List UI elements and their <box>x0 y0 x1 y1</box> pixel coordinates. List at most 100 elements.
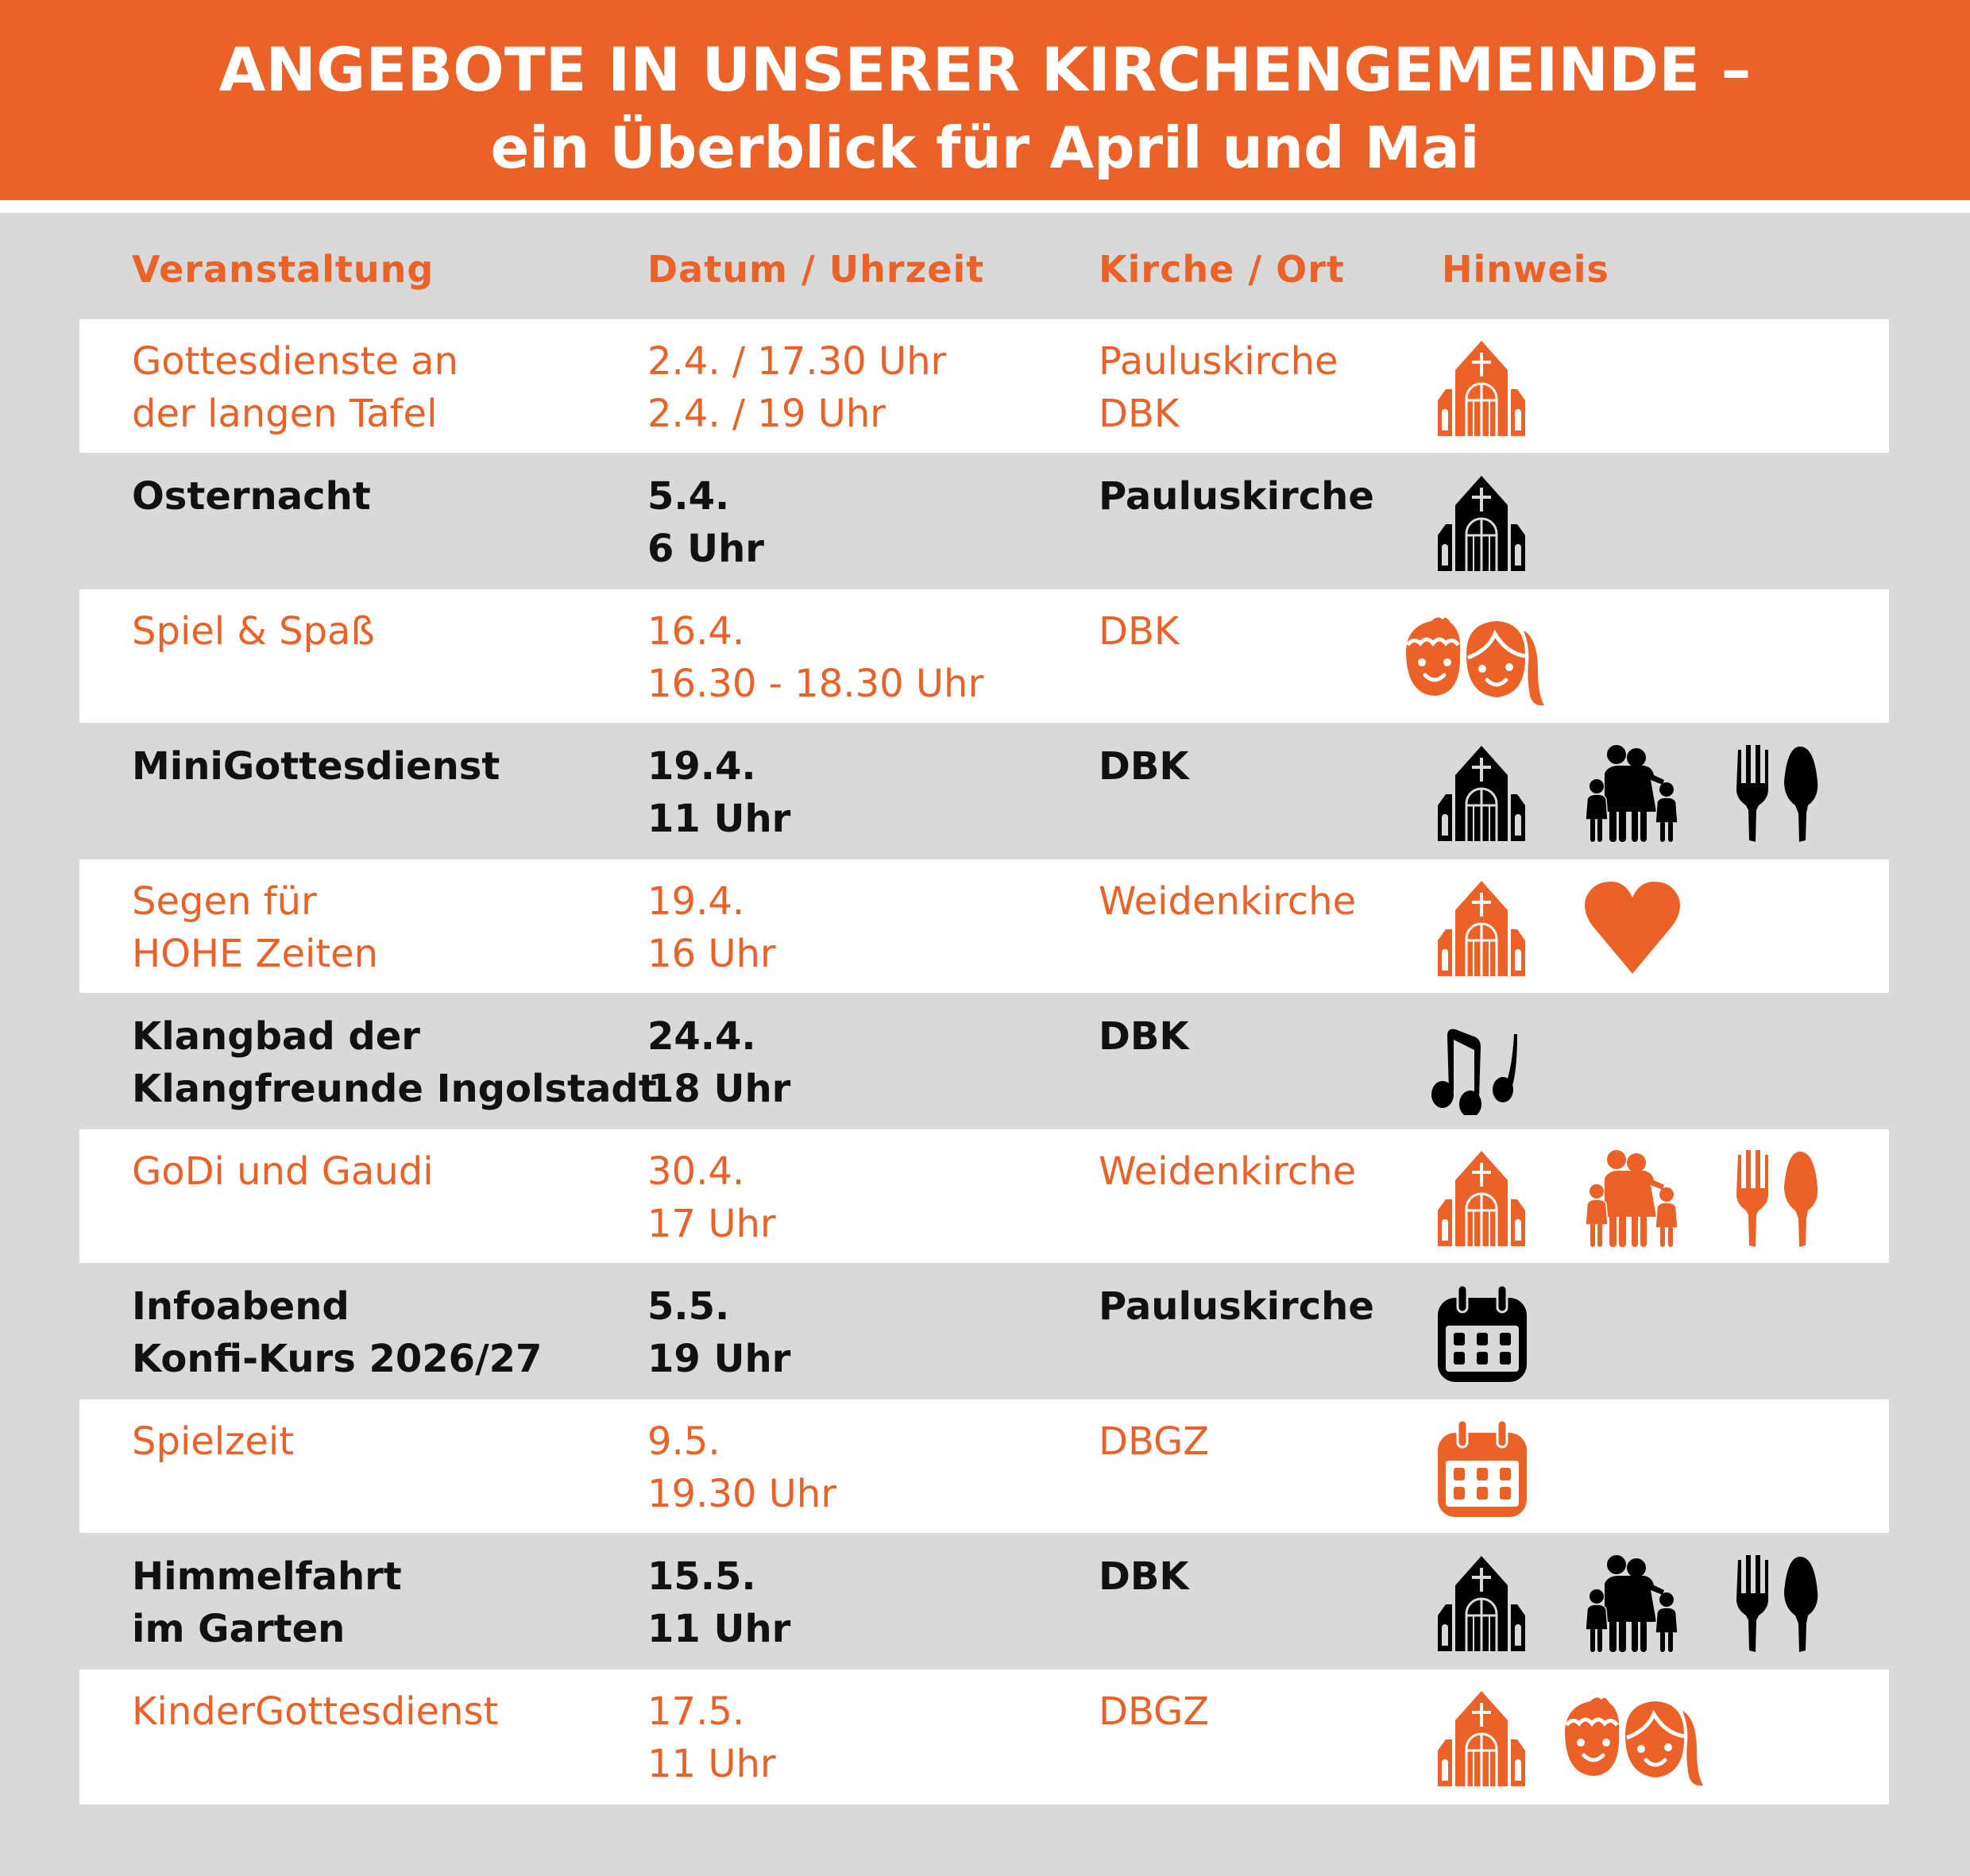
church-icon <box>1430 1687 1533 1790</box>
note-icons <box>1430 1012 1875 1115</box>
table-row: Segen für HOHE Zeiten 19.4. 16 Uhr Weidenkir… <box>79 859 1889 993</box>
fork-spoon-icon <box>1732 1552 1835 1655</box>
event-datetime: 19.4. 11 Uhr <box>647 740 790 845</box>
event-place: Pauluskirche DBK <box>1099 335 1338 440</box>
event-name: Segen für HOHE Zeiten <box>132 875 378 980</box>
event-datetime: 5.4. 6 Uhr <box>647 470 764 575</box>
event-place: DBGZ <box>1099 1415 1209 1468</box>
event-place: Pauluskirche <box>1099 1280 1374 1333</box>
event-datetime: 2.4. / 17.30 Uhr 2.4. / 19 Uhr <box>647 335 946 440</box>
header-divider <box>0 200 1970 213</box>
column-header-event: Veranstaltung <box>132 248 435 291</box>
event-name-line: MiniGottesdienst <box>132 744 500 789</box>
table-row: Osternacht 5.4. 6 Uhr Pauluskirche <box>79 454 1889 588</box>
event-datetime-line: 9.5. <box>647 1419 720 1464</box>
calendar-icon <box>1430 1282 1533 1385</box>
note-icons <box>1430 742 1875 845</box>
event-place-line: Weidenkirche <box>1099 879 1357 924</box>
page-header: ANGEBOTE IN UNSERER KIRCHENGEMEINDE – ei… <box>0 0 1970 200</box>
music-notes-icon <box>1430 1012 1533 1115</box>
note-icons <box>1430 1552 1875 1655</box>
table-row: GoDi und Gaudi 30.4. 17 Uhr Weidenkirche <box>79 1129 1889 1263</box>
event-datetime: 17.5. 11 Uhr <box>647 1685 776 1790</box>
note-icons <box>1430 877 1875 980</box>
event-datetime-line: 18 Uhr <box>647 1067 791 1111</box>
event-name-line: im Garten <box>132 1607 346 1651</box>
fork-spoon-icon <box>1732 1147 1835 1250</box>
event-place: Weidenkirche <box>1099 875 1356 928</box>
page-subtitle: ein Überblick für April und Mai <box>490 114 1480 181</box>
note-icons <box>1430 1417 1875 1520</box>
event-name-line: Spiel & Spaß <box>132 609 375 654</box>
event-datetime-line: 2.4. / 17.30 Uhr <box>647 339 947 384</box>
event-place-line: DBK <box>1099 392 1180 436</box>
event-name-line: HOHE Zeiten <box>132 932 379 976</box>
event-name-line: der langen Tafel <box>132 392 438 436</box>
event-place-line: DBK <box>1099 1014 1189 1059</box>
event-datetime: 19.4. 16 Uhr <box>647 875 776 980</box>
event-datetime-line: 11 Uhr <box>647 1742 776 1786</box>
event-place-line: DBK <box>1099 744 1189 789</box>
event-name-line: Klangbad der <box>132 1014 420 1059</box>
event-place: Weidenkirche <box>1099 1145 1356 1198</box>
event-place-line: DBGZ <box>1099 1689 1210 1734</box>
event-datetime-line: 2.4. / 19 Uhr <box>647 392 886 436</box>
event-name: Himmelfahrt im Garten <box>132 1550 402 1655</box>
table-row: Spiel & Spaß 16.4. 16.30 - 18.30 Uhr DBK <box>79 589 1889 723</box>
table-row: Klangbad der Klangfreunde Ingolstadt 24.4.… <box>79 994 1889 1129</box>
heart-icon <box>1581 877 1684 980</box>
event-datetime-line: 11 Uhr <box>647 797 791 841</box>
event-place: DBGZ <box>1099 1685 1209 1738</box>
event-datetime-line: 5.5. <box>647 1284 730 1329</box>
church-icon <box>1430 337 1533 440</box>
event-datetime-line: 15.5. <box>647 1554 756 1599</box>
children-icon <box>1398 607 1565 710</box>
event-name-line: KinderGottesdienst <box>132 1689 499 1734</box>
event-datetime-line: 24.4. <box>647 1014 756 1059</box>
event-place-line: Pauluskirche <box>1099 474 1374 519</box>
event-name: Osternacht <box>132 470 371 523</box>
event-place: DBK <box>1099 1550 1189 1603</box>
event-datetime: 30.4. 17 Uhr <box>647 1145 776 1250</box>
table-row: Spielzeit 9.5. 19.30 Uhr DBGZ <box>79 1399 1889 1533</box>
event-name: Gottesdienste an der langen Tafel <box>132 335 458 440</box>
column-header-note: Hinweis <box>1442 248 1609 291</box>
event-name-line: Himmelfahrt <box>132 1554 402 1599</box>
family-icon <box>1581 1147 1684 1250</box>
church-icon <box>1430 472 1533 575</box>
family-icon <box>1581 1552 1684 1655</box>
column-header-place: Kirche / Ort <box>1099 248 1345 291</box>
event-name: GoDi und Gaudi <box>132 1145 434 1198</box>
event-datetime-line: 30.4. <box>647 1149 745 1194</box>
church-icon <box>1430 877 1533 980</box>
note-icons <box>1430 1282 1875 1385</box>
event-name-line: Osternacht <box>132 474 371 519</box>
event-place-line: DBK <box>1099 1554 1189 1599</box>
event-datetime: 16.4. 16.30 - 18.30 Uhr <box>647 605 983 710</box>
note-icons <box>1430 337 1875 440</box>
event-name: Infoabend Konfi-Kurs 2026/27 <box>132 1280 542 1385</box>
event-name: Spiel & Spaß <box>132 605 375 658</box>
event-datetime-line: 19 Uhr <box>647 1337 791 1381</box>
event-name-line: GoDi und Gaudi <box>132 1149 434 1194</box>
calendar-icon <box>1430 1417 1533 1520</box>
event-datetime-line: 19.30 Uhr <box>647 1472 836 1516</box>
event-datetime: 9.5. 19.30 Uhr <box>647 1415 836 1520</box>
event-name-line: Konfi-Kurs 2026/27 <box>132 1337 543 1381</box>
event-datetime-line: 5.4. <box>647 474 730 519</box>
note-icons <box>1430 472 1875 575</box>
church-icon <box>1430 742 1533 845</box>
event-place: DBK <box>1099 1010 1189 1063</box>
event-datetime: 15.5. 11 Uhr <box>647 1550 790 1655</box>
event-name: Klangbad der Klangfreunde Ingolstadt <box>132 1010 657 1115</box>
event-name-line: Gottesdienste an <box>132 339 458 384</box>
event-name-line: Spielzeit <box>132 1419 295 1464</box>
table-row: Infoabend Konfi-Kurs 2026/27 5.5. 19 Uhr Pau… <box>79 1264 1889 1399</box>
column-header-datetime: Datum / Uhrzeit <box>647 248 985 291</box>
event-place-line: Pauluskirche <box>1099 1284 1374 1329</box>
event-name-line: Infoabend <box>132 1284 350 1329</box>
fork-spoon-icon <box>1732 742 1835 845</box>
event-datetime-line: 17 Uhr <box>647 1202 776 1246</box>
event-name: Spielzeit <box>132 1415 294 1468</box>
event-datetime-line: 16.30 - 18.30 Uhr <box>647 662 984 706</box>
